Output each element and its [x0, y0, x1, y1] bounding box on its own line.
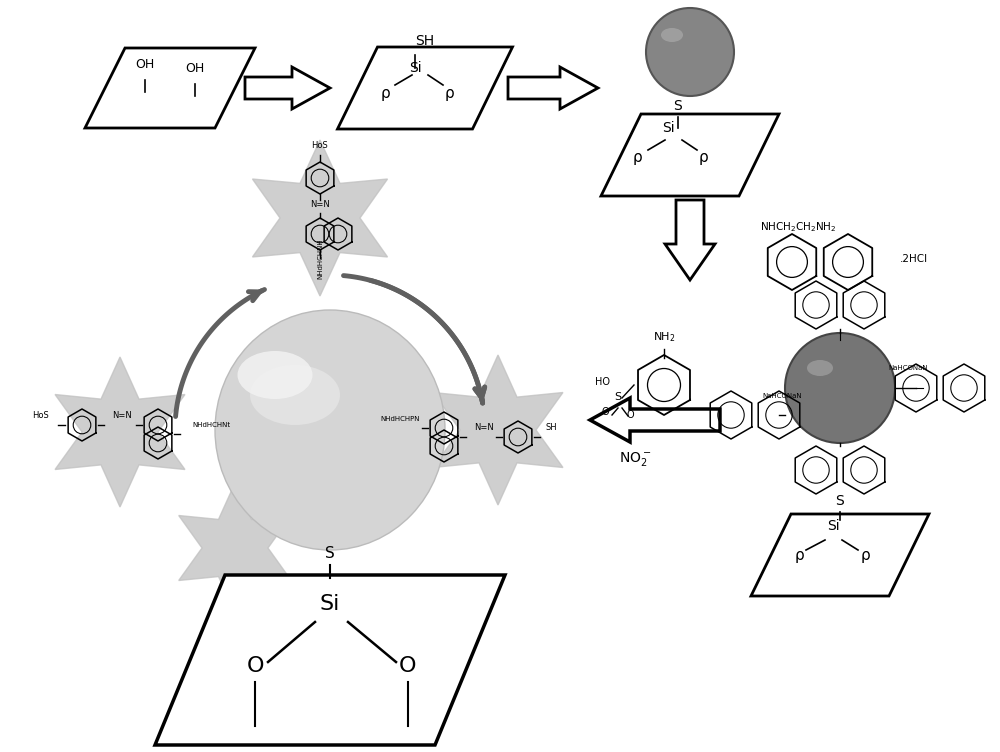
Text: Si: Si [662, 121, 674, 135]
Text: NO$_2^-$: NO$_2^-$ [619, 450, 651, 468]
Ellipse shape [807, 360, 833, 376]
Ellipse shape [250, 365, 340, 425]
Polygon shape [245, 67, 330, 109]
Text: Si: Si [409, 61, 421, 75]
Text: ρ: ρ [698, 150, 708, 165]
Polygon shape [85, 48, 255, 128]
Text: O: O [246, 656, 264, 676]
Text: HoS: HoS [32, 411, 49, 420]
Polygon shape [601, 114, 779, 196]
Polygon shape [590, 398, 720, 442]
Text: S: S [614, 392, 622, 402]
Text: O: O [626, 410, 634, 420]
Ellipse shape [238, 351, 312, 399]
Text: ρ: ρ [860, 548, 870, 563]
Polygon shape [665, 200, 715, 280]
Text: OH: OH [135, 58, 155, 71]
Text: Si: Si [827, 519, 839, 533]
Text: ρ: ρ [795, 548, 805, 563]
Text: ρ: ρ [380, 86, 390, 101]
Polygon shape [179, 483, 291, 613]
Polygon shape [252, 140, 388, 296]
Text: ρ: ρ [633, 150, 643, 165]
Text: S: S [674, 99, 682, 113]
Polygon shape [433, 355, 563, 505]
Text: O: O [399, 656, 417, 676]
Text: Si: Si [320, 594, 340, 614]
Text: SH: SH [415, 34, 435, 48]
Text: NH$_2$: NH$_2$ [653, 330, 675, 344]
Text: N=N: N=N [474, 423, 494, 432]
Ellipse shape [661, 28, 683, 42]
Text: O: O [601, 407, 609, 417]
Text: S: S [836, 494, 844, 508]
Circle shape [785, 333, 895, 443]
Polygon shape [338, 47, 512, 129]
Text: NHdHCHPN: NHdHCHPN [380, 416, 420, 422]
Text: ρ: ρ [445, 86, 455, 101]
Text: HO: HO [595, 377, 610, 387]
Polygon shape [751, 514, 929, 596]
Text: NHdHCHNH: NHdHCHNH [317, 238, 323, 279]
Text: HoS: HoS [312, 141, 328, 150]
Text: S: S [325, 546, 335, 561]
Text: NHCH$_2$CH$_2$NH$_2$: NHCH$_2$CH$_2$NH$_2$ [760, 220, 836, 234]
Text: NaHCONaN: NaHCONaN [762, 393, 802, 399]
Circle shape [646, 8, 734, 96]
Polygon shape [508, 67, 598, 109]
Text: NaHCONaN: NaHCONaN [888, 365, 928, 371]
Text: NHdHCHNt: NHdHCHNt [192, 422, 230, 428]
Ellipse shape [215, 310, 445, 550]
Text: .2HCl: .2HCl [900, 254, 928, 264]
Text: N=N: N=N [310, 200, 330, 209]
Text: SH: SH [545, 423, 557, 432]
Polygon shape [55, 357, 185, 507]
Text: OH: OH [185, 62, 205, 75]
Text: N=N: N=N [112, 411, 132, 420]
Polygon shape [155, 575, 505, 745]
